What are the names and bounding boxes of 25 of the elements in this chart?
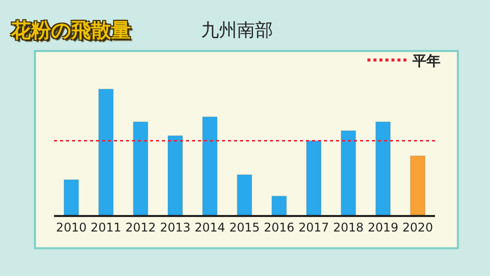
bar — [64, 179, 80, 215]
chart-title: 花粉の飛散量 — [10, 18, 131, 42]
bar — [98, 88, 114, 215]
x-tick-label: 2010 — [56, 220, 87, 234]
x-tick-label: 2019 — [368, 220, 398, 234]
x-tick-label: 2017 — [298, 220, 330, 234]
bar — [167, 135, 183, 215]
x-tick-label: 2015 — [229, 220, 260, 234]
chart-subtitle: 九州南部 — [201, 20, 273, 41]
x-tick-label: 2014 — [194, 220, 226, 234]
legend-label: 平年 — [411, 53, 440, 70]
x-tick-label: 2020 — [402, 220, 433, 234]
x-tick-label: 2011 — [90, 220, 122, 234]
bar — [375, 121, 391, 215]
bar — [202, 116, 218, 215]
bar — [306, 140, 322, 215]
bar — [271, 196, 287, 215]
x-tick-label: 2016 — [264, 220, 294, 234]
x-tick-label: 2013 — [160, 220, 191, 234]
x-tick-label: 2018 — [333, 220, 364, 234]
bar — [340, 130, 356, 215]
bar — [132, 121, 148, 215]
bar — [410, 155, 426, 215]
bar — [236, 174, 252, 215]
x-tick-label: 2012 — [125, 220, 156, 234]
